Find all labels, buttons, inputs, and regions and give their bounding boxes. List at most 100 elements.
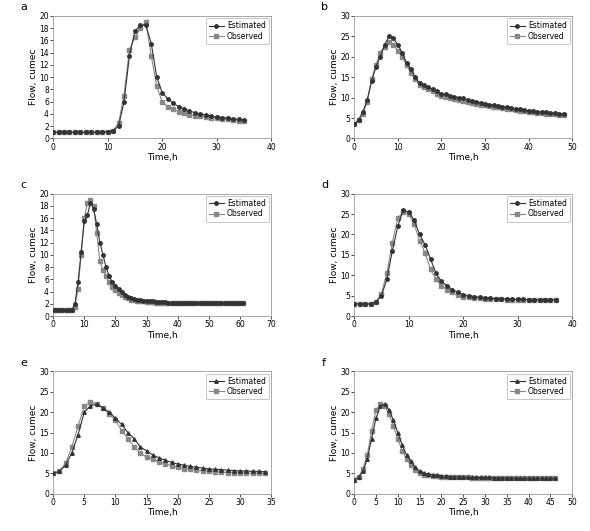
Observed xyxy=(494,104,501,110)
Observed xyxy=(77,129,84,135)
Estimated xyxy=(460,95,467,101)
Estimated xyxy=(181,106,188,112)
Observed xyxy=(355,117,362,123)
Estimated xyxy=(534,108,541,115)
Estimated xyxy=(543,109,550,116)
Observed xyxy=(93,401,100,407)
Observed xyxy=(476,295,483,302)
Observed xyxy=(421,250,428,256)
Estimated xyxy=(416,232,423,238)
Legend: Estimated, Observed: Estimated, Observed xyxy=(507,196,570,221)
Estimated xyxy=(115,123,122,130)
Estimated xyxy=(407,458,414,464)
Observed xyxy=(394,435,401,442)
Observed xyxy=(50,307,57,313)
Observed xyxy=(372,298,379,305)
Observed xyxy=(390,423,397,430)
Observed xyxy=(350,476,358,483)
Line: Observed: Observed xyxy=(352,402,556,481)
Estimated xyxy=(110,127,117,134)
Estimated xyxy=(62,462,69,468)
Observed xyxy=(175,108,182,115)
Observed xyxy=(385,39,392,46)
Observed xyxy=(399,448,406,454)
Observed xyxy=(394,215,401,221)
Estimated xyxy=(412,464,419,470)
Estimated xyxy=(50,129,57,135)
Observed xyxy=(68,444,76,450)
Observed xyxy=(350,301,358,307)
Observed xyxy=(486,475,493,481)
Observed xyxy=(520,297,527,303)
Estimated xyxy=(447,92,454,99)
Line: Estimated: Estimated xyxy=(51,23,245,134)
Estimated xyxy=(547,109,554,116)
X-axis label: Time,h: Time,h xyxy=(147,153,178,162)
Estimated xyxy=(164,96,171,102)
Legend: Estimated, Observed: Estimated, Observed xyxy=(507,18,570,44)
Observed xyxy=(255,470,263,477)
Estimated xyxy=(443,282,450,289)
Observed xyxy=(551,111,558,117)
X-axis label: Time,h: Time,h xyxy=(448,508,478,517)
Observed xyxy=(218,299,225,306)
Observed xyxy=(164,104,171,110)
Observed xyxy=(103,273,110,279)
Observed xyxy=(241,118,248,124)
Estimated xyxy=(477,474,484,481)
Observed xyxy=(149,456,156,463)
Estimated xyxy=(132,28,139,35)
Estimated xyxy=(503,296,510,302)
Estimated xyxy=(499,475,506,481)
Observed xyxy=(468,99,476,106)
Estimated xyxy=(534,475,541,482)
Observed xyxy=(377,49,384,56)
Observed xyxy=(367,301,374,307)
Estimated xyxy=(451,93,458,100)
Estimated xyxy=(521,107,528,113)
Estimated xyxy=(65,307,72,313)
Estimated xyxy=(205,466,212,472)
Estimated xyxy=(355,117,362,123)
Observed xyxy=(427,266,434,272)
Estimated xyxy=(429,86,436,92)
Estimated xyxy=(412,74,419,80)
Estimated xyxy=(403,59,410,66)
Observed xyxy=(249,470,256,477)
Observed xyxy=(399,54,406,60)
Observed xyxy=(447,474,454,480)
Observed xyxy=(230,469,237,476)
Observed xyxy=(516,475,523,482)
Observed xyxy=(137,450,144,456)
Estimated xyxy=(174,461,181,467)
Estimated xyxy=(356,301,363,307)
Observed xyxy=(237,470,244,476)
Observed xyxy=(438,282,445,289)
Observed xyxy=(363,452,371,458)
Observed xyxy=(120,92,127,99)
Estimated xyxy=(249,468,256,475)
Observed xyxy=(434,473,441,479)
Observed xyxy=(181,465,188,472)
Text: a: a xyxy=(21,2,27,12)
Observed xyxy=(168,463,175,469)
Observed xyxy=(538,475,545,482)
X-axis label: Time,h: Time,h xyxy=(147,331,178,340)
Observed xyxy=(193,467,200,473)
Observed xyxy=(88,129,95,135)
Observed xyxy=(148,53,155,59)
Estimated xyxy=(230,467,237,474)
Estimated xyxy=(547,475,554,482)
Observed xyxy=(384,270,391,277)
Estimated xyxy=(219,115,226,121)
Estimated xyxy=(464,97,471,103)
Estimated xyxy=(124,430,132,436)
Estimated xyxy=(465,293,472,299)
Estimated xyxy=(197,111,204,117)
Observed xyxy=(530,297,537,303)
Observed xyxy=(50,129,57,135)
Estimated xyxy=(372,415,379,422)
Estimated xyxy=(516,475,523,482)
Estimated xyxy=(56,468,63,475)
Observed xyxy=(534,475,541,482)
